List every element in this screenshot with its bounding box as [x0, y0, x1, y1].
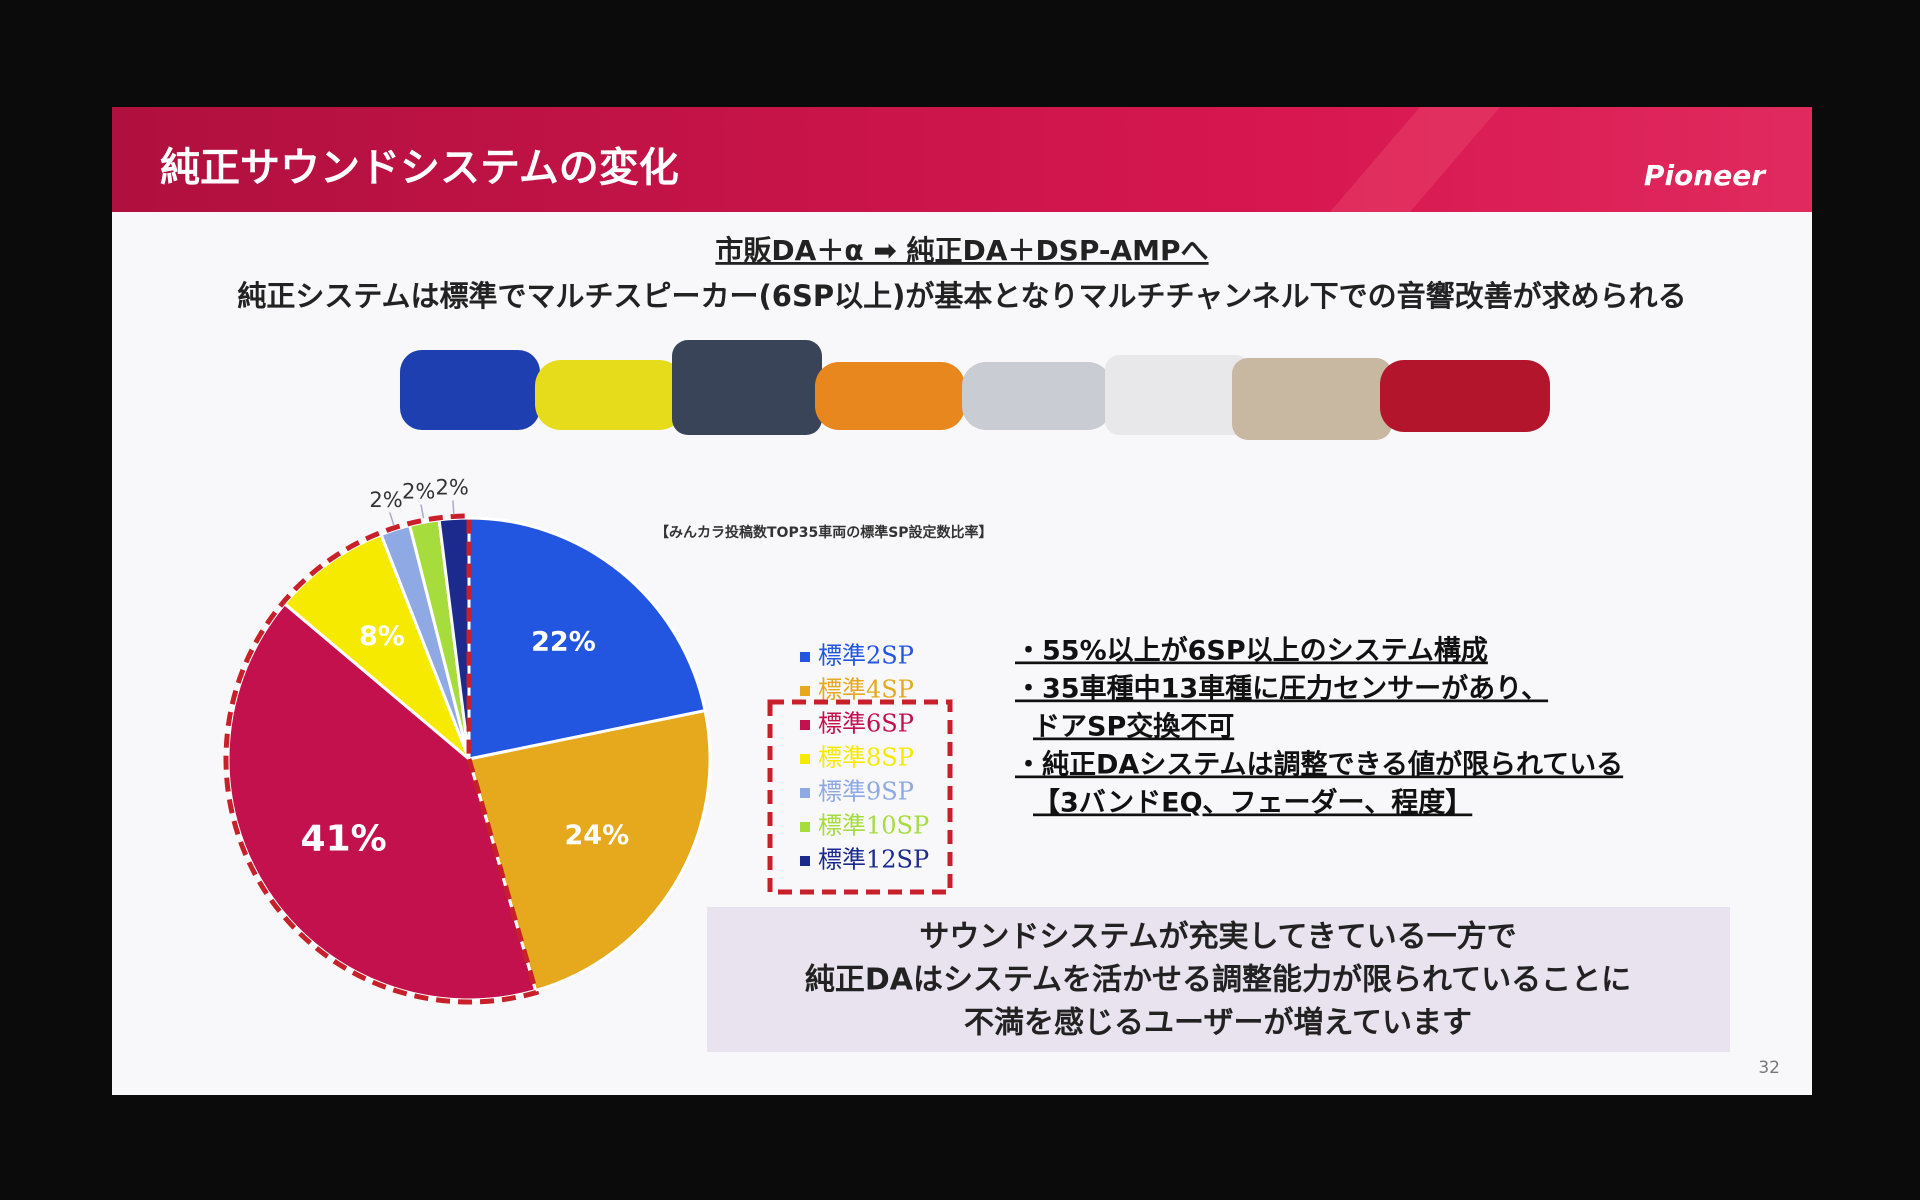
legend: 標準2SP 標準4SP 標準6SP 標準8SP 標準9SP 標準10SP 標準12SP: [767, 642, 953, 895]
legend-label: 標準6SP: [818, 710, 914, 738]
headline: 市販DA＋α ➡ 純正DA＋DSP-AMPへ: [715, 234, 1208, 267]
pie: 22%24%41%8%2% 2% 2%: [223, 476, 712, 1005]
highlight-outline: [223, 513, 540, 1005]
legend-label: 標準12SP: [818, 846, 929, 874]
bullet: 【3バンドEQ、フェーダー、程度】: [1033, 787, 1472, 819]
legend-highlight: [767, 699, 953, 895]
leader-line: [389, 512, 395, 526]
data-label: 41%: [301, 818, 387, 859]
legend-swatch: [800, 856, 810, 866]
data-label: 2%: [402, 480, 435, 504]
legend-label: 標準4SP: [818, 676, 914, 704]
conclusion-line: サウンドシステムが充実してきている一方で: [919, 920, 1516, 955]
legend-swatch: [800, 686, 810, 696]
bullet: ・55%以上が6SP以上のシステム構成: [1015, 635, 1488, 667]
chart-title: 【みんカラ投稿数TOP35車両の標準SP設定数比率】: [655, 524, 993, 541]
legend-swatch: [800, 754, 810, 764]
slide-title: 純正サウンドシステムの変化: [160, 145, 679, 191]
conclusion: サウンドシステムが充実してきている一方で純正DAはシステムを活かせる調整能力が限…: [805, 920, 1631, 1041]
data-label: 24%: [565, 820, 630, 851]
leader-line: [420, 504, 425, 519]
bullet: ・純正DAシステムは調整できる値が限られている: [1015, 749, 1623, 781]
page-number: 32: [1758, 1058, 1780, 1078]
header-stripe: [1330, 107, 1500, 212]
pie-slice: [467, 516, 707, 761]
data-label: 2%: [369, 488, 402, 512]
legend-label: 標準8SP: [818, 744, 914, 772]
legend-label: 標準10SP: [818, 812, 929, 840]
legend-swatch: [800, 822, 810, 832]
logo: Pioneer: [1644, 159, 1767, 192]
legend-swatch: [800, 652, 810, 662]
conclusion-box: [707, 907, 1730, 1052]
conclusion-line: 純正DAはシステムを活かせる調整能力が限られていることに: [805, 963, 1631, 998]
legend-label: 標準9SP: [818, 778, 914, 806]
bullet: ドアSP交換不可: [1033, 711, 1234, 743]
bullet: ・35車種中13車種に圧力センサーがあり、: [1015, 673, 1548, 705]
leader-line: [452, 500, 455, 515]
legend-label: 標準2SP: [818, 642, 914, 670]
data-label: 22%: [531, 627, 596, 658]
data-label: 8%: [359, 621, 405, 652]
subheadline: 純正システムは標準でマルチスピーカー(6SP以上)が基本となりマルチチャンネル下…: [237, 279, 1686, 313]
car-lineup: [400, 340, 1550, 440]
legend-swatch: [800, 720, 810, 730]
legend-swatch: [800, 788, 810, 798]
data-label: 2%: [435, 476, 468, 500]
conclusion-line: 不満を感じるユーザーが増えています: [964, 1006, 1472, 1041]
bullets: ・55%以上が6SP以上のシステム構成・35車種中13車種に圧力センサーがあり、…: [1015, 635, 1623, 819]
slide-header: [112, 107, 1812, 212]
pie-slice: [467, 708, 712, 993]
